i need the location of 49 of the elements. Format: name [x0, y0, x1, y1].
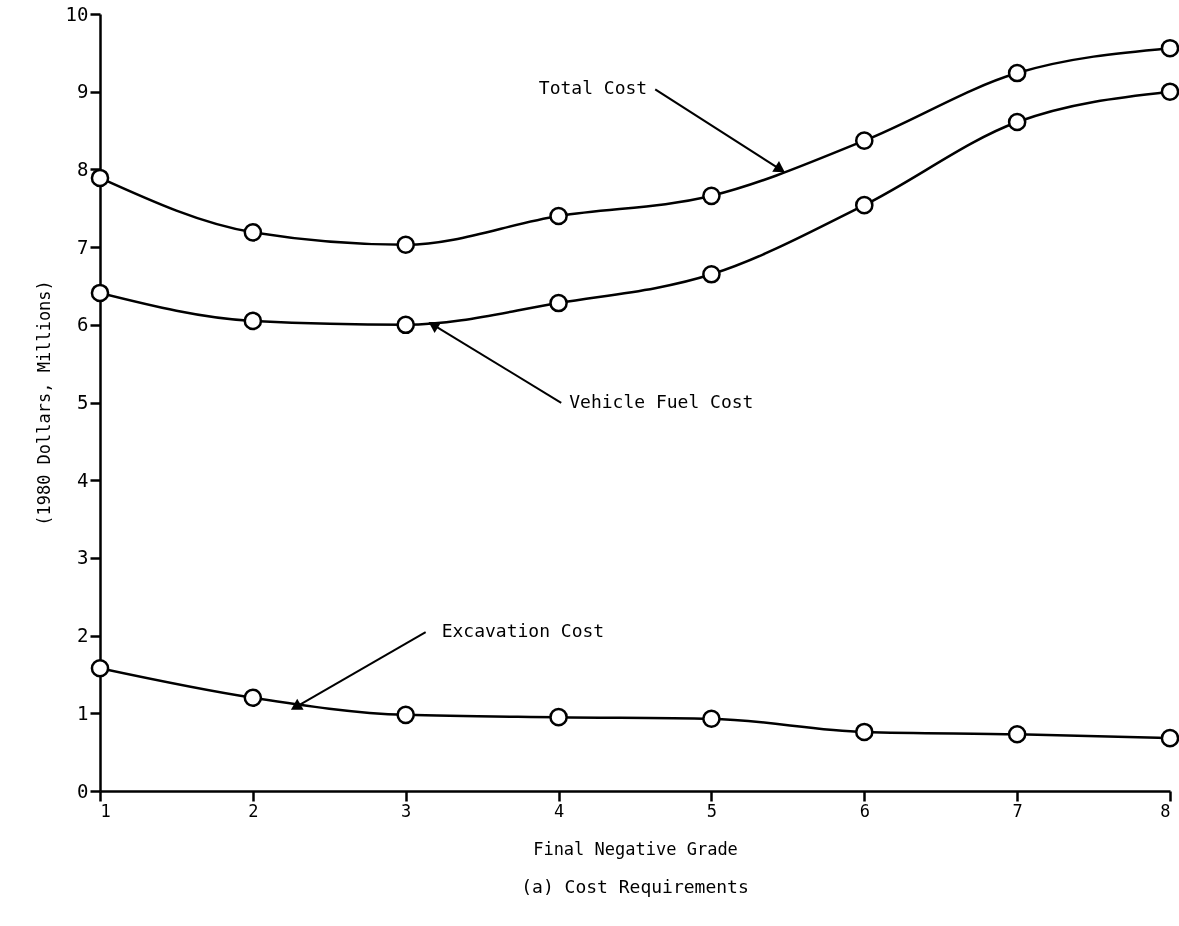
point — [90, 283, 110, 303]
point — [702, 265, 721, 284]
text: (a) Cost Requirements — [521, 876, 749, 897]
y-tick-label: 3 — [77, 546, 89, 569]
point — [396, 705, 416, 725]
point — [1160, 728, 1179, 748]
point — [90, 658, 110, 678]
x-tick-label: 1 — [100, 800, 111, 821]
x-tick-label: 2 — [248, 800, 259, 821]
x-tick-label: 8 — [1160, 800, 1171, 821]
point — [702, 186, 721, 206]
annotation: Excavation Cost — [441, 620, 605, 642]
y-tick-label: 5 — [77, 391, 89, 413]
point — [1007, 63, 1027, 83]
point — [854, 195, 874, 215]
point — [1007, 112, 1027, 132]
point — [243, 688, 263, 708]
y-tick-label: 7 — [77, 235, 89, 258]
y-tick-label: 9 — [77, 80, 89, 103]
y-tick-label: 2 — [77, 624, 89, 647]
y-tick-label: 6 — [77, 313, 89, 336]
point — [1160, 82, 1179, 101]
y-axis-title: (1980 Dollars, Millions) — [33, 280, 54, 526]
point — [90, 168, 110, 188]
y-tick-label: 0 — [77, 779, 89, 802]
y-tick-label: 4 — [77, 468, 89, 491]
point — [1007, 724, 1027, 744]
point — [243, 311, 263, 331]
x-tick-label: 4 — [553, 800, 565, 821]
x-tick-label: 7 — [1012, 800, 1023, 821]
x-tick-label: 3 — [401, 800, 412, 821]
annotation: Vehicle Fuel Cost — [569, 390, 754, 412]
x-tick-label: 5 — [706, 800, 718, 821]
point — [549, 293, 568, 313]
x-tick-label: 6 — [859, 800, 870, 821]
point — [549, 707, 568, 727]
x-axis-title: Final Negative Grade — [533, 838, 738, 859]
point — [854, 131, 874, 150]
point — [396, 315, 416, 335]
point — [854, 722, 874, 742]
y-tick-label: 1 — [77, 701, 89, 724]
annotation: Total Cost — [538, 77, 648, 99]
y-tick-label: 8 — [77, 157, 89, 180]
point — [1160, 38, 1179, 58]
point — [243, 223, 263, 242]
y-tick-label: 10 — [65, 2, 89, 25]
point — [396, 235, 416, 255]
point — [549, 206, 568, 226]
point — [702, 709, 721, 729]
